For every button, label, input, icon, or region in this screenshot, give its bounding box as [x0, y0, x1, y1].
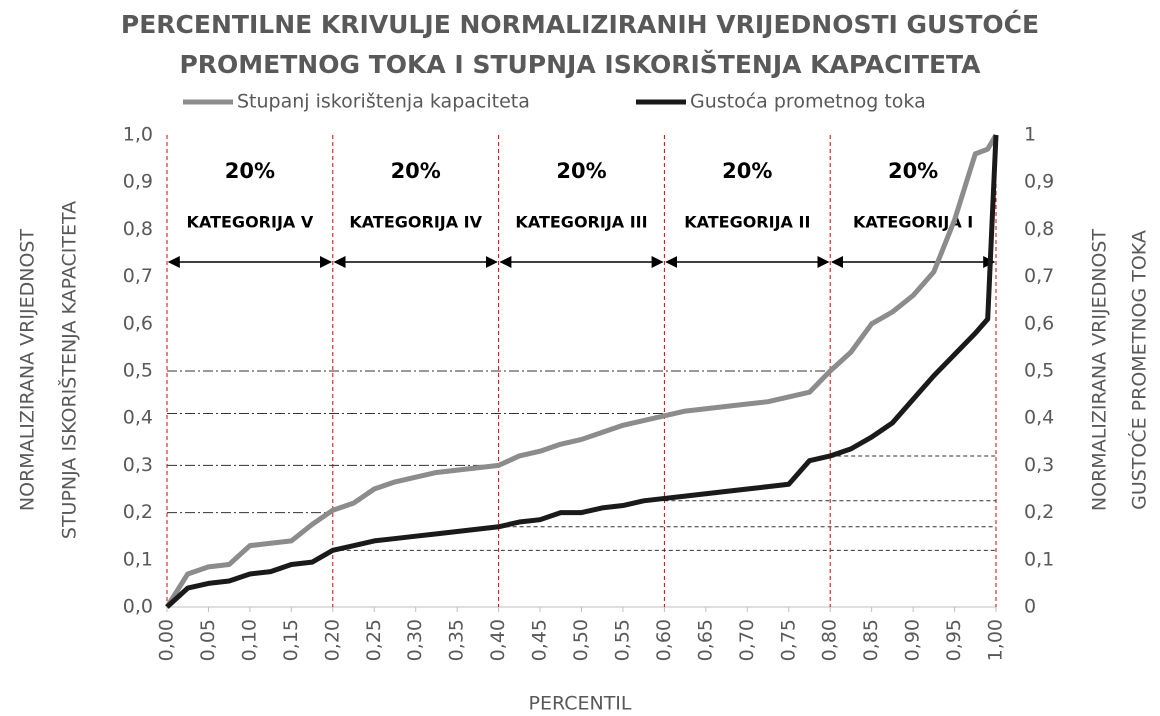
y2-tick-label: 0,3	[1024, 454, 1054, 476]
segment-share: 20%	[225, 159, 275, 183]
y2-tick-label: 0,5	[1024, 360, 1054, 382]
x-tick-label: 0,80	[819, 619, 841, 661]
x-tick-label: 0,85	[860, 619, 882, 661]
y2-tick-label: 0,4	[1024, 407, 1054, 429]
series-line	[165, 134, 999, 609]
x-tick-label: 1,00	[985, 619, 1007, 661]
y2-axis-title: NORMALIZIRANA VRIJEDNOST GUSTOĆE PROMETN…	[1089, 229, 1151, 512]
x-tick-label: 0,00	[156, 619, 178, 661]
segment-label: KATEGORIJA II	[684, 213, 810, 232]
y-axis-title-line: STUPNJA ISKORIŠTENJA KAPACITETA	[57, 201, 81, 539]
series-line	[164, 133, 999, 609]
y-tick-label: 0,1	[123, 548, 153, 570]
y2-tick-label: 0,1	[1024, 548, 1054, 570]
legend-label: Stupanj iskorištenja kapaciteta	[237, 91, 530, 113]
segment-label: KATEGORIJA IV	[349, 213, 482, 232]
y-tick-label: 0,5	[123, 360, 153, 382]
segment-label: KATEGORIJA I	[853, 213, 973, 232]
x-tick-label: 0,55	[611, 619, 633, 661]
chart-title: PROMETNOG TOKA I STUPNJA ISKORIŠTENJA KA…	[179, 49, 981, 79]
y-axis-title-line: NORMALIZIRANA VRIJEDNOST	[17, 229, 39, 512]
y-tick-label: 0,4	[123, 407, 153, 429]
y2-tick-label: 0,7	[1024, 265, 1054, 287]
x-tick-label: 0,35	[446, 619, 468, 661]
x-tick-label: 0,20	[321, 619, 343, 661]
x-tick-label: 0,65	[694, 619, 716, 661]
y-tick-label: 0,6	[123, 312, 153, 334]
segment-label: KATEGORIJA V	[187, 213, 314, 232]
y2-axis-title-line: NORMALIZIRANA VRIJEDNOST	[1089, 229, 1111, 512]
y-tick-label: 0,8	[123, 218, 153, 240]
segment-share: 20%	[556, 159, 606, 183]
x-tick-label: 0,25	[363, 619, 385, 661]
y2-tick-label: 0,6	[1024, 312, 1054, 334]
x-axis-title: PERCENTIL	[529, 693, 632, 715]
x-tick-label: 0,75	[777, 619, 799, 661]
x-tick-label: 0,70	[736, 619, 758, 661]
legend-label: Gustoća prometnog toka	[690, 91, 926, 113]
segment-share: 20%	[722, 159, 772, 183]
y2-tick-label: 0,9	[1024, 171, 1054, 193]
segment-label: KATEGORIJA III	[515, 213, 647, 232]
y2-tick-label: 1	[1024, 124, 1036, 146]
x-tick-label: 0,50	[570, 619, 592, 661]
segment-share: 20%	[888, 159, 938, 183]
x-tick-label: 0,60	[653, 619, 675, 661]
y-tick-label: 0,2	[123, 501, 153, 523]
chart-title: PERCENTILNE KRIVULJE NORMALIZIRANIH VRIJ…	[121, 9, 1039, 39]
segment-share: 20%	[391, 159, 441, 183]
x-tick-label: 0,10	[238, 619, 260, 661]
x-tick-label: 0,95	[943, 619, 965, 661]
x-tick-label: 0,15	[280, 619, 302, 661]
x-tick-label: 0,05	[197, 619, 219, 661]
x-tick-label: 0,90	[902, 619, 924, 661]
y2-tick-label: 0	[1024, 596, 1036, 618]
y-tick-label: 1,0	[123, 124, 153, 146]
y-tick-label: 0,9	[123, 171, 153, 193]
y-tick-label: 0,7	[123, 265, 153, 287]
y2-tick-label: 0,2	[1024, 501, 1054, 523]
y-axis-title: NORMALIZIRANA VRIJEDNOST STUPNJA ISKORIŠ…	[17, 201, 81, 539]
x-tick-label: 0,45	[529, 619, 551, 661]
x-tick-label: 0,40	[487, 619, 509, 661]
y2-axis-title-line: GUSTOĆE PROMETNOG TOKA	[1127, 230, 1151, 510]
y-tick-label: 0,3	[123, 454, 153, 476]
x-tick-label: 0,30	[404, 619, 426, 661]
y2-tick-label: 0,8	[1024, 218, 1054, 240]
y-tick-label: 0,0	[123, 596, 153, 618]
